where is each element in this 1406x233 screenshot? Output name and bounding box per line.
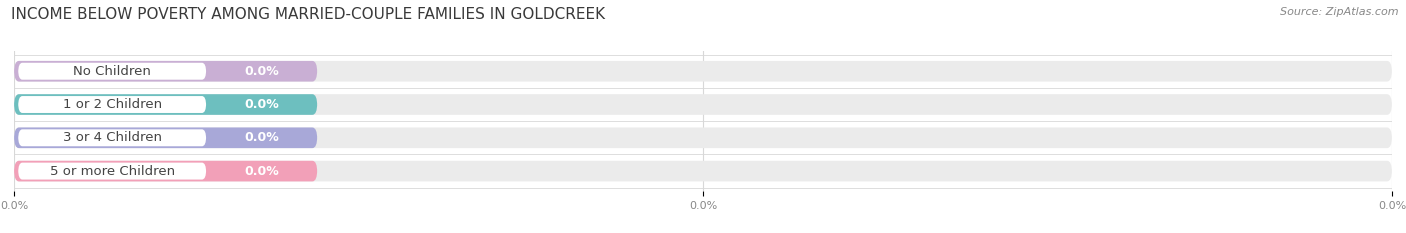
FancyBboxPatch shape xyxy=(14,61,318,82)
FancyBboxPatch shape xyxy=(14,161,1392,182)
FancyBboxPatch shape xyxy=(18,96,207,113)
Text: Source: ZipAtlas.com: Source: ZipAtlas.com xyxy=(1281,7,1399,17)
Text: 0.0%: 0.0% xyxy=(245,98,278,111)
Text: 0.0%: 0.0% xyxy=(245,164,278,178)
FancyBboxPatch shape xyxy=(18,163,207,180)
Text: INCOME BELOW POVERTY AMONG MARRIED-COUPLE FAMILIES IN GOLDCREEK: INCOME BELOW POVERTY AMONG MARRIED-COUPL… xyxy=(11,7,606,22)
Text: 1 or 2 Children: 1 or 2 Children xyxy=(63,98,162,111)
Text: 5 or more Children: 5 or more Children xyxy=(49,164,174,178)
Text: 0.0%: 0.0% xyxy=(245,131,278,144)
FancyBboxPatch shape xyxy=(18,129,207,146)
FancyBboxPatch shape xyxy=(14,127,1392,148)
FancyBboxPatch shape xyxy=(14,94,318,115)
FancyBboxPatch shape xyxy=(14,161,318,182)
Text: 0.0%: 0.0% xyxy=(245,65,278,78)
FancyBboxPatch shape xyxy=(18,63,207,80)
Text: 3 or 4 Children: 3 or 4 Children xyxy=(63,131,162,144)
FancyBboxPatch shape xyxy=(14,61,1392,82)
FancyBboxPatch shape xyxy=(14,94,1392,115)
FancyBboxPatch shape xyxy=(14,127,318,148)
Text: No Children: No Children xyxy=(73,65,150,78)
